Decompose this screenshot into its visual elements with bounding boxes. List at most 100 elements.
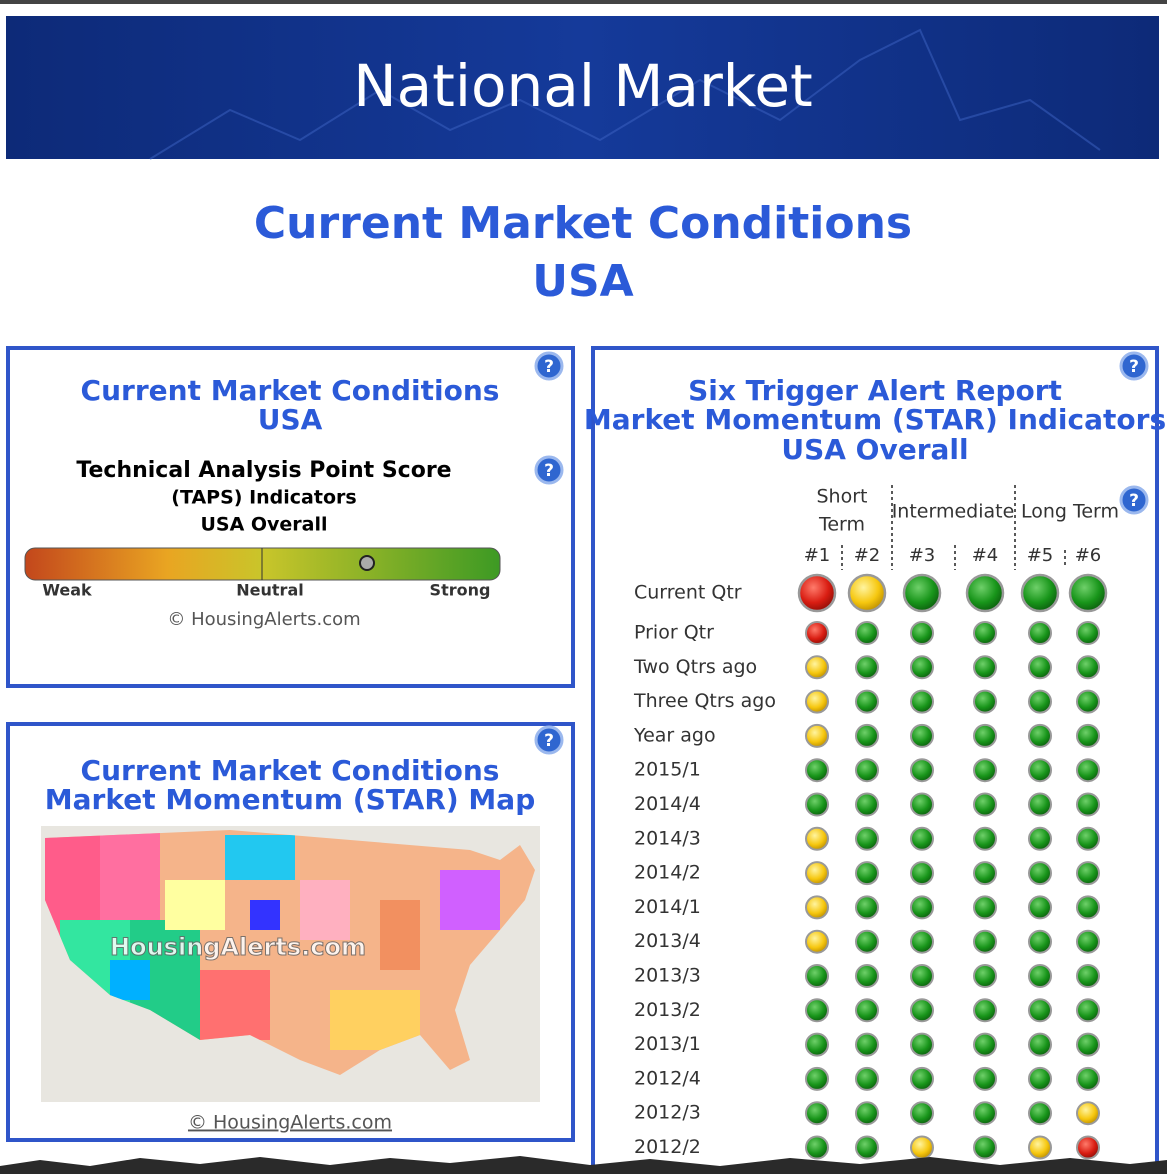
status-indicator (1076, 1066, 1100, 1091)
status-indicator (805, 826, 829, 851)
status-indicator (855, 723, 879, 748)
help-icon[interactable]: ? (1119, 485, 1149, 515)
gauge-marker (359, 555, 375, 571)
status-indicator (1028, 758, 1052, 783)
status-indicator (973, 621, 997, 645)
status-indicator (1076, 758, 1100, 783)
status-indicator (805, 758, 829, 783)
status-indicator (855, 861, 879, 886)
status-indicator (910, 929, 934, 954)
panel-title: USA Overall (781, 433, 968, 466)
status-indicator (973, 655, 997, 680)
help-icon[interactable]: ? (534, 455, 564, 485)
status-indicator (1028, 1135, 1052, 1160)
top-edge (0, 0, 1167, 4)
row-label: 2014/1 (634, 896, 701, 918)
help-icon[interactable]: ? (1119, 351, 1149, 381)
map-watermark: HousingAlerts.com (110, 933, 366, 961)
row-label: 2012/2 (634, 1136, 701, 1158)
status-indicator (855, 689, 879, 714)
status-indicator (805, 861, 829, 886)
banner-title: National Market (353, 52, 813, 120)
status-indicator (805, 1066, 829, 1091)
column-dividers (841, 485, 1066, 570)
banner-decoration (149, 28, 1101, 160)
status-indicator (855, 1032, 879, 1057)
status-indicator (1076, 792, 1100, 817)
help-mark: ? (544, 461, 554, 481)
status-indicator (1076, 1101, 1100, 1126)
row-label: 2013/4 (634, 930, 701, 952)
panel-title: Six Trigger Alert Report (688, 374, 1062, 407)
status-indicator (855, 895, 879, 920)
status-indicator (855, 929, 879, 954)
help-icon[interactable]: ? (534, 351, 564, 381)
status-indicator (1028, 689, 1052, 714)
panel-title: USA (258, 403, 323, 436)
status-indicator (910, 1135, 934, 1160)
status-indicator (910, 1101, 934, 1126)
status-indicator (1076, 1032, 1100, 1057)
row-label: 2014/3 (634, 827, 701, 849)
status-indicator (1068, 573, 1108, 613)
status-indicator (805, 655, 829, 680)
page-heading: USA (532, 256, 633, 307)
status-indicator (847, 573, 887, 613)
star-table: #1 #2 #3 #4 #5 #6 Current Qtr Prior Qtr Two Qtrs… (633, 545, 1108, 1160)
group-label: Short (817, 486, 868, 508)
column-label: #6 (1075, 545, 1102, 566)
help-circle (534, 725, 564, 755)
help-circle (1119, 485, 1149, 515)
status-indicator (973, 1135, 997, 1160)
status-indicator (910, 998, 934, 1023)
status-indicator (965, 573, 1005, 613)
status-indicator (1076, 723, 1100, 748)
status-indicator (805, 1135, 829, 1160)
torn-edge (0, 1156, 1167, 1174)
status-indicator (910, 792, 934, 817)
status-indicator (973, 1101, 997, 1126)
status-indicator (1076, 655, 1100, 680)
row-label: 2012/3 (634, 1102, 701, 1124)
status-indicator (1028, 964, 1052, 988)
status-indicator (1028, 895, 1052, 920)
panel-title: Market Momentum (STAR) Map (45, 783, 535, 816)
status-indicator (1076, 621, 1100, 645)
row-label: 2014/4 (634, 793, 701, 815)
status-indicator (805, 1101, 829, 1126)
status-indicator (855, 621, 879, 645)
status-indicator (1076, 998, 1100, 1023)
status-indicator (973, 758, 997, 783)
gauge-label: Weak (42, 581, 92, 600)
row-label: Prior Qtr (634, 622, 714, 644)
row-label: Two Qtrs ago (633, 656, 757, 678)
status-indicator (973, 964, 997, 988)
help-icon[interactable]: ? (534, 725, 564, 755)
status-indicator (1028, 1101, 1052, 1126)
status-indicator (855, 1066, 879, 1091)
status-indicator (1028, 621, 1052, 645)
status-indicator (1076, 895, 1100, 920)
status-indicator (910, 861, 934, 886)
status-indicator (1028, 723, 1052, 748)
status-indicator (805, 998, 829, 1023)
panel-title: Market Momentum (STAR) Indicators (584, 403, 1166, 436)
gauge-label: Neutral (236, 581, 303, 600)
group-label: Term (818, 514, 865, 536)
copyright-link[interactable]: © HousingAlerts.com (188, 1112, 392, 1134)
status-indicator (973, 929, 997, 954)
status-indicator (910, 1066, 934, 1091)
status-indicator (1028, 1032, 1052, 1057)
status-indicator (1028, 929, 1052, 954)
help-circle (1119, 351, 1149, 381)
status-indicator (1028, 861, 1052, 886)
status-indicator (805, 1032, 829, 1057)
row-label: 2013/1 (634, 1033, 701, 1055)
status-indicator (805, 792, 829, 817)
status-indicator (1028, 998, 1052, 1023)
taps-panel (6, 346, 575, 688)
status-indicator (1028, 1066, 1052, 1091)
help-mark: ? (1129, 357, 1139, 377)
panel-title: Current Market Conditions (81, 374, 500, 407)
